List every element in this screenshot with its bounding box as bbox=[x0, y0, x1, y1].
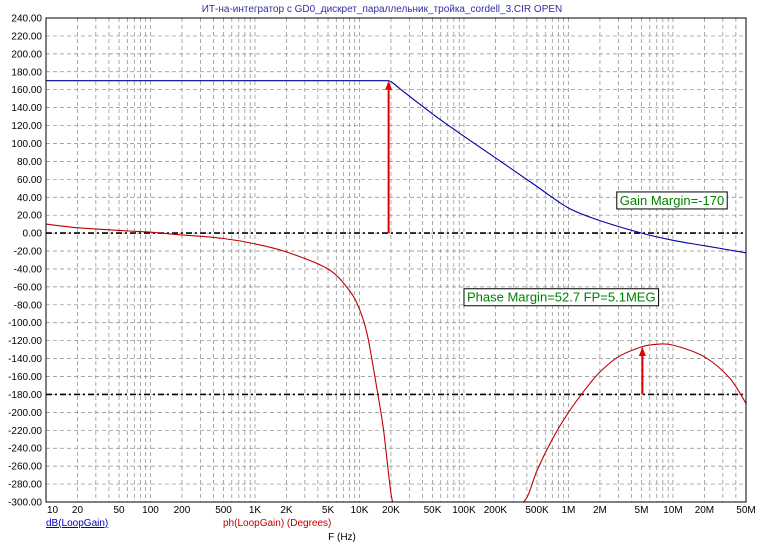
y-tick-label: 120.00 bbox=[11, 121, 42, 132]
x-tick-label: 100 bbox=[142, 505, 159, 516]
y-tick-label: 40.00 bbox=[17, 193, 42, 204]
y-tick-label: -40.00 bbox=[14, 264, 43, 275]
y-tick-label: -80.00 bbox=[14, 300, 43, 311]
y-tick-label: -240.00 bbox=[8, 444, 42, 455]
x-tick-label: 10M bbox=[663, 505, 682, 516]
x-tick-label: 200K bbox=[484, 505, 508, 516]
annotation-text-0: Gain Margin=-170 bbox=[620, 193, 724, 208]
x-tick-labels: 10 20 50 100 200 500 1K 2K 5K 10K 20K 50K 100K 200K 50… bbox=[47, 505, 756, 516]
annotation-text-1: Phase Margin=52.7 FP=5.1MEG bbox=[467, 290, 656, 305]
x-tick-label: 200 bbox=[174, 505, 191, 516]
y-tick-label: 200.00 bbox=[11, 49, 42, 60]
x-tick-label: 50K bbox=[424, 505, 442, 516]
series-line-2 bbox=[522, 343, 746, 502]
y-tick-label: 100.00 bbox=[11, 139, 42, 150]
y-tick-label: -200.00 bbox=[8, 408, 42, 419]
y-tick-label: -160.00 bbox=[8, 372, 42, 383]
y-tick-label: 0.00 bbox=[23, 229, 43, 240]
y-tick-label: 60.00 bbox=[17, 175, 42, 186]
y-tick-label: 220.00 bbox=[11, 31, 42, 42]
y-tick-label: -180.00 bbox=[8, 390, 42, 401]
x-tick-label: 1M bbox=[562, 505, 576, 516]
y-tick-label: 180.00 bbox=[11, 67, 42, 78]
x-tick-label: 100K bbox=[452, 505, 476, 516]
x-tick-label: 2K bbox=[280, 505, 293, 516]
y-tick-label: -20.00 bbox=[14, 247, 43, 258]
y-tick-label: -100.00 bbox=[8, 318, 42, 329]
legend-db-loopgain: dB(LoopGain) bbox=[46, 518, 108, 529]
x-tick-label: 500K bbox=[525, 505, 549, 516]
y-tick-labels: -300.00 -280.00 -260.00 -240.00 -220.00 -200.… bbox=[8, 14, 42, 509]
y-tick-label: -120.00 bbox=[8, 336, 42, 347]
x-axis-title: F (Hz) bbox=[328, 532, 356, 543]
x-tick-label: 20K bbox=[382, 505, 400, 516]
y-tick-label: -220.00 bbox=[8, 426, 42, 437]
marker-arrows bbox=[385, 80, 646, 395]
y-tick-label: 20.00 bbox=[17, 211, 42, 222]
chart-title: ИТ-на-интегратор с GD0_дискрет_параллель… bbox=[202, 4, 563, 15]
y-tick-label: -260.00 bbox=[8, 462, 42, 473]
marker-arrow-head bbox=[638, 346, 646, 356]
x-tick-label: 50 bbox=[113, 505, 125, 516]
x-tick-label: 5M bbox=[635, 505, 649, 516]
x-tick-label: 20M bbox=[695, 505, 714, 516]
x-tick-label: 2M bbox=[593, 505, 607, 516]
y-tick-label: 240.00 bbox=[11, 14, 42, 25]
x-tick-label: 1K bbox=[249, 505, 262, 516]
series-group bbox=[46, 80, 746, 502]
annotation-box-1 bbox=[463, 288, 660, 307]
annotations: Gain Margin=-170 Phase Margin=52.7 FP=5.1… bbox=[463, 191, 728, 307]
y-tick-label: -60.00 bbox=[14, 282, 43, 293]
series-line-1 bbox=[46, 223, 394, 502]
marker-arrow-head bbox=[385, 80, 393, 90]
plot-area-background bbox=[46, 18, 746, 502]
x-tick-label: 10 bbox=[47, 505, 59, 516]
y-tick-label: 160.00 bbox=[11, 85, 42, 96]
x-tick-label: 10K bbox=[351, 505, 369, 516]
legend-phase-loopgain: ph(LoopGain) (Degrees) bbox=[223, 518, 331, 529]
y-tick-label: -300.00 bbox=[8, 498, 42, 509]
x-tick-label: 50M bbox=[736, 505, 755, 516]
x-tick-label: 5K bbox=[322, 505, 335, 516]
series-line-0 bbox=[46, 80, 746, 254]
y-tick-label: -280.00 bbox=[8, 480, 42, 491]
x-tick-label: 20 bbox=[72, 505, 84, 516]
y-tick-label: 140.00 bbox=[11, 103, 42, 114]
plot-area-frame bbox=[45, 17, 747, 503]
x-tick-label: 500 bbox=[215, 505, 232, 516]
y-tick-label: -140.00 bbox=[8, 354, 42, 365]
annotation-box-0 bbox=[616, 191, 728, 210]
y-tick-label: 80.00 bbox=[17, 157, 42, 168]
